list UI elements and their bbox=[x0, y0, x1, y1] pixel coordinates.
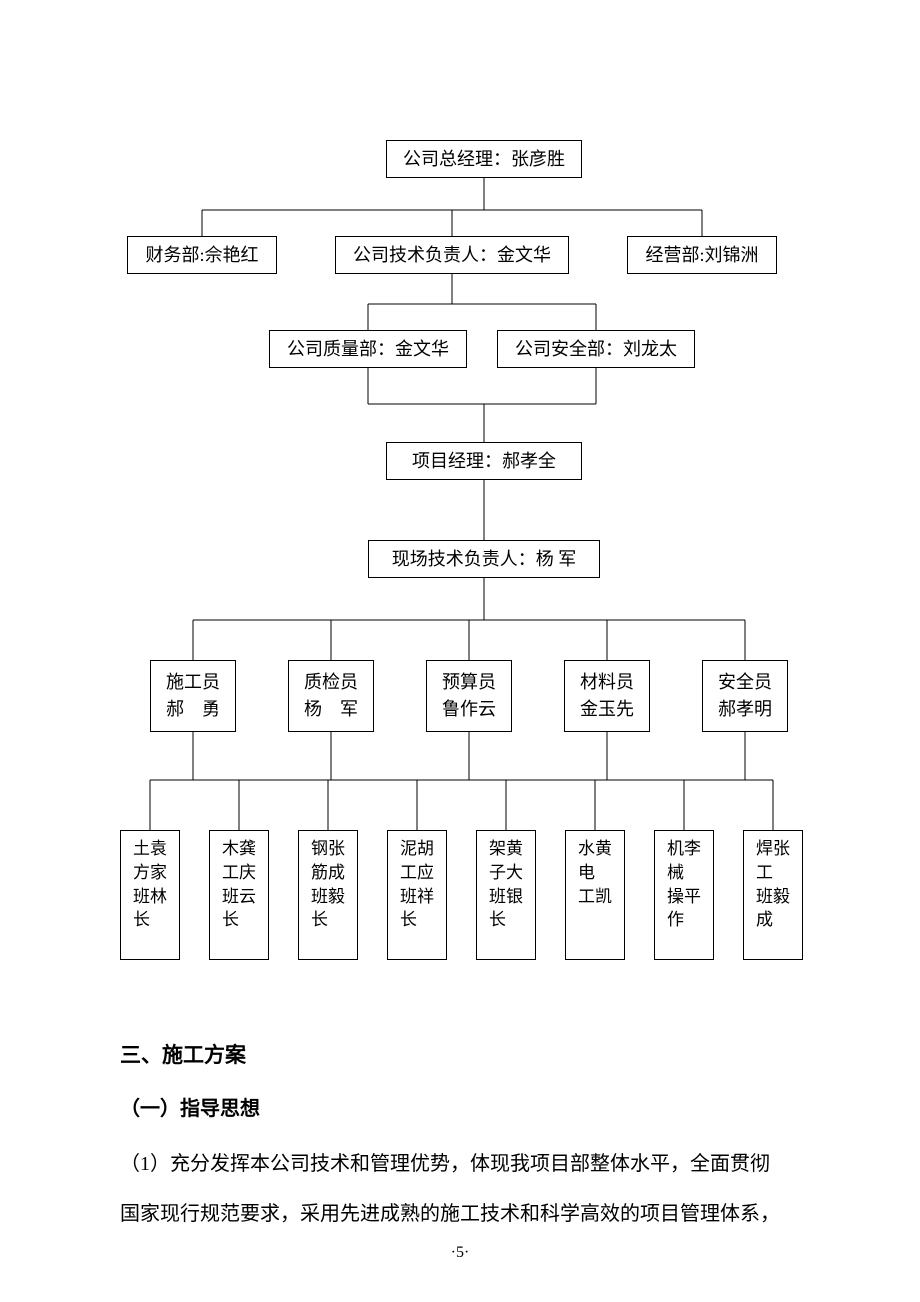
node-team-8: 焊工班成 张 毅 bbox=[743, 830, 803, 960]
node-team-2: 木工班长 龚庆云 bbox=[209, 830, 269, 960]
team-col1: 焊工班成 bbox=[756, 837, 773, 932]
page: 公司总经理：张彦胜 财务部:佘艳红 公司技术负责人：金文华 经营部:刘锦洲 公司… bbox=[0, 0, 920, 1302]
paragraph-line-1: （1）充分发挥本公司技术和管理优势，体现我项目部整体水平，全面贯彻 bbox=[120, 1140, 800, 1188]
team-col1: 钢筋班长 bbox=[311, 837, 328, 932]
node-role-4: 材料员 金玉先 bbox=[564, 660, 650, 732]
team-col1: 土方班长 bbox=[133, 837, 150, 932]
team-col1: 架子班长 bbox=[489, 837, 506, 932]
node-role-1: 施工员 郝 勇 bbox=[150, 660, 236, 732]
node-team-5: 架子班长 黄大银 bbox=[476, 830, 536, 960]
page-number: ·5· bbox=[0, 1244, 920, 1262]
team-col1: 水电工 bbox=[578, 837, 595, 932]
role-label: 材料员 bbox=[580, 672, 634, 692]
role-name: 郝孝明 bbox=[718, 699, 772, 719]
subheading: （一）指导思想 bbox=[120, 1085, 800, 1133]
team-col1: 木工班长 bbox=[222, 837, 239, 932]
node-pm: 项目经理：郝孝全 bbox=[386, 442, 582, 480]
node-role-3: 预算员 鲁作云 bbox=[426, 660, 512, 732]
node-tech-head: 公司技术负责人：金文华 bbox=[335, 236, 569, 274]
node-quality: 公司质量部：金文华 bbox=[269, 330, 467, 368]
node-safety: 公司安全部：刘龙太 bbox=[497, 330, 695, 368]
role-name: 郝 勇 bbox=[166, 699, 220, 719]
role-name: 鲁作云 bbox=[442, 699, 496, 719]
node-team-7: 机械操作 李 平 bbox=[654, 830, 714, 960]
team-col2: 黄 凯 bbox=[595, 837, 612, 908]
node-role-2: 质检员 杨 军 bbox=[288, 660, 374, 732]
paragraph-line-2: 国家现行规范要求，采用先进成熟的施工技术和科学高效的项目管理体系， bbox=[120, 1190, 800, 1238]
node-team-4: 泥工班长 胡应祥 bbox=[387, 830, 447, 960]
team-col2: 张 毅 bbox=[773, 837, 790, 908]
role-label: 质检员 bbox=[304, 672, 358, 692]
team-col2: 张成毅 bbox=[328, 837, 345, 908]
team-col2: 龚庆云 bbox=[239, 837, 256, 908]
section-heading: 三、施工方案 bbox=[120, 1030, 800, 1080]
node-ops: 经营部:刘锦洲 bbox=[627, 236, 777, 274]
node-gm: 公司总经理：张彦胜 bbox=[386, 140, 582, 178]
node-role-5: 安全员 郝孝明 bbox=[702, 660, 788, 732]
node-finance: 财务部:佘艳红 bbox=[127, 236, 277, 274]
role-name: 杨 军 bbox=[304, 699, 358, 719]
node-team-6: 水电工 黄 凯 bbox=[565, 830, 625, 960]
team-col1: 泥工班长 bbox=[400, 837, 417, 932]
node-team-1: 土方班长 袁家林 bbox=[120, 830, 180, 960]
role-label: 预算员 bbox=[442, 672, 496, 692]
team-col2: 袁家林 bbox=[150, 837, 167, 908]
role-label: 施工员 bbox=[166, 672, 220, 692]
team-col2: 李 平 bbox=[684, 837, 701, 908]
node-team-3: 钢筋班长 张成毅 bbox=[298, 830, 358, 960]
node-site-tech: 现场技术负责人：杨 军 bbox=[368, 540, 600, 578]
role-label: 安全员 bbox=[718, 672, 772, 692]
role-name: 金玉先 bbox=[580, 699, 634, 719]
team-col1: 机械操作 bbox=[667, 837, 684, 932]
team-col2: 胡应祥 bbox=[417, 837, 434, 908]
team-col2: 黄大银 bbox=[506, 837, 523, 908]
